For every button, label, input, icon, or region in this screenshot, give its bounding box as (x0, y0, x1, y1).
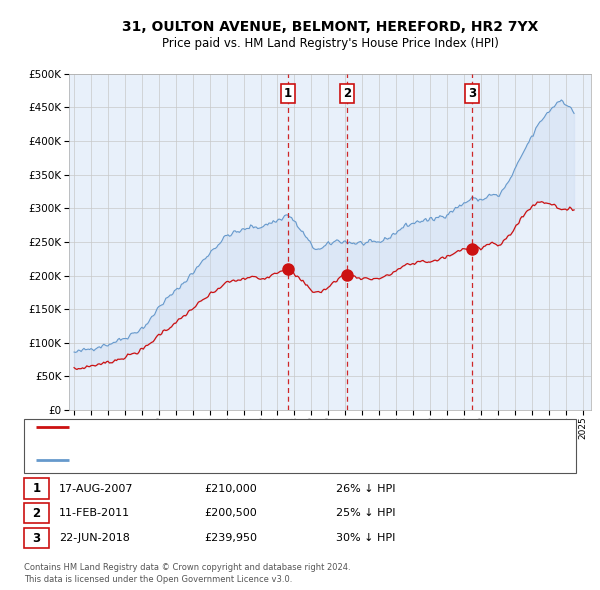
Text: 1: 1 (284, 87, 292, 100)
Text: 31, OULTON AVENUE, BELMONT, HEREFORD, HR2 7YX: 31, OULTON AVENUE, BELMONT, HEREFORD, HR… (122, 19, 538, 34)
Text: 26% ↓ HPI: 26% ↓ HPI (336, 484, 395, 493)
Text: 2: 2 (32, 507, 41, 520)
Text: 17-AUG-2007: 17-AUG-2007 (59, 484, 133, 493)
Text: 3: 3 (32, 532, 41, 545)
Text: 30% ↓ HPI: 30% ↓ HPI (336, 533, 395, 543)
Text: This data is licensed under the Open Government Licence v3.0.: This data is licensed under the Open Gov… (24, 575, 292, 584)
Text: 1: 1 (32, 482, 41, 495)
Text: 3: 3 (468, 87, 476, 100)
Text: £210,000: £210,000 (204, 484, 257, 493)
Text: £200,500: £200,500 (204, 509, 257, 518)
Text: HPI: Average price, detached house, Herefordshire: HPI: Average price, detached house, Here… (76, 455, 340, 465)
Text: 11-FEB-2011: 11-FEB-2011 (59, 509, 130, 518)
Text: £239,950: £239,950 (204, 533, 257, 543)
Text: 25% ↓ HPI: 25% ↓ HPI (336, 509, 395, 518)
Text: 31, OULTON AVENUE, BELMONT, HEREFORD, HR2 7YX (detached house): 31, OULTON AVENUE, BELMONT, HEREFORD, HR… (76, 422, 451, 432)
Text: 22-JUN-2018: 22-JUN-2018 (59, 533, 130, 543)
Text: Contains HM Land Registry data © Crown copyright and database right 2024.: Contains HM Land Registry data © Crown c… (24, 563, 350, 572)
Text: 2: 2 (343, 87, 352, 100)
Text: Price paid vs. HM Land Registry's House Price Index (HPI): Price paid vs. HM Land Registry's House … (161, 37, 499, 50)
